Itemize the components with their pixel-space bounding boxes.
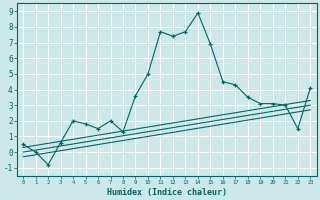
X-axis label: Humidex (Indice chaleur): Humidex (Indice chaleur) <box>107 188 227 197</box>
